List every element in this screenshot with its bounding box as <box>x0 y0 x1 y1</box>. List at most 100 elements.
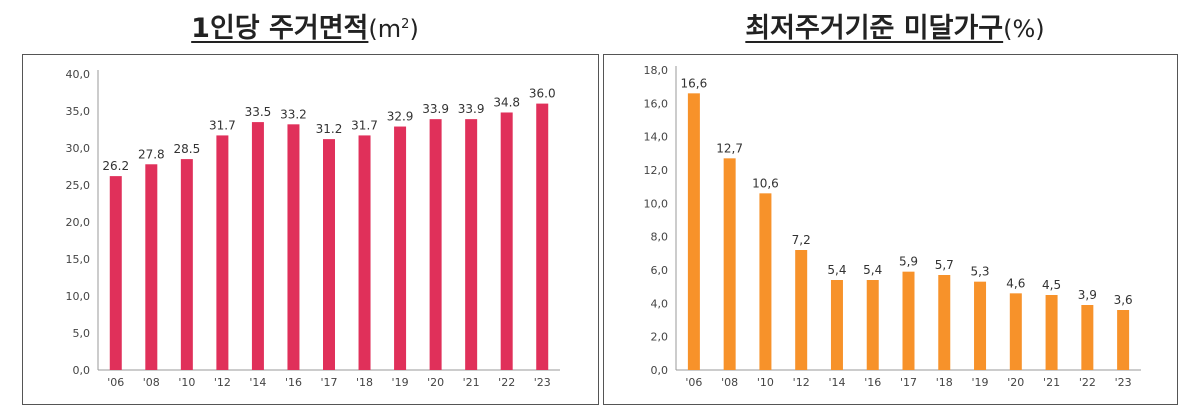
right-chart-data-label: 5,7 <box>935 258 954 272</box>
left-chart-bar <box>536 103 549 370</box>
left-chart-bar <box>358 135 371 370</box>
right-chart-bar <box>1009 293 1022 370</box>
right-chart-data-label: 4,6 <box>1006 276 1025 290</box>
left-chart-data-label: 34.8 <box>493 95 520 109</box>
left-chart-x-tick-label: '20 <box>427 376 444 389</box>
right-chart-title: 최저주거기준 미달가구(%) <box>610 6 1180 50</box>
right-chart-y-tick-label: 0,0 <box>651 364 669 377</box>
left-chart-data-label: 27.8 <box>138 147 165 161</box>
left-chart-y-tick-label: 0,0 <box>73 364 91 377</box>
left-chart-title-text: 1인당 주거면적 <box>191 13 369 44</box>
left-chart-x-tick-label: '14 <box>249 376 266 389</box>
right-chart-title-text: 최저주거기준 미달가구 <box>745 13 1004 44</box>
left-chart-bar <box>500 112 513 371</box>
left-chart-data-label: 33.9 <box>422 102 449 116</box>
right-chart-bar <box>866 280 879 370</box>
left-chart-x-tick-label: '06 <box>107 376 124 389</box>
left-chart-x-tick-label: '16 <box>285 376 302 389</box>
left-chart-title: 1인당 주거면적(m2) <box>20 6 590 50</box>
right-chart-data-label: 5,3 <box>970 265 989 279</box>
right-chart-y-tick-label: 8,0 <box>651 231 669 244</box>
right-chart-data-label: 4,5 <box>1042 278 1061 292</box>
right-chart-x-tick-label: '22 <box>1079 376 1096 389</box>
right-chart-bar <box>723 158 736 370</box>
right-chart-x-tick-label: '16 <box>864 376 881 389</box>
left-chart-y-tick-label: 10,0 <box>66 290 91 303</box>
left-chart-x-tick-label: '23 <box>534 376 551 389</box>
left-chart-data-label: 33.9 <box>458 102 485 116</box>
right-chart-y-tick-label: 2,0 <box>651 331 669 344</box>
right-chart-bar <box>687 93 700 371</box>
left-chart-data-label: 33.5 <box>245 105 272 119</box>
right-chart-frame: 0,0 2,0 4,0 6,0 8,0 10,0 12,0 14,0 16,0 18,0 16,6 '… <box>603 54 1178 405</box>
left-chart-y-tick-label: 25,0 <box>66 179 91 192</box>
right-chart-x-tick-label: '12 <box>793 376 810 389</box>
left-chart-y-tick-label: 40,0 <box>66 68 91 81</box>
right-chart-x-tick-label: '14 <box>828 376 845 389</box>
right-chart-bar <box>938 275 951 370</box>
left-chart-x-tick-label: '10 <box>178 376 195 389</box>
right-chart-x-tick-label: '20 <box>1007 376 1024 389</box>
left-chart-frame: 0,0 5,0 10,0 15,0 20,0 25,0 30,0 35,0 40,0 26.2 '0… <box>22 54 599 405</box>
left-chart-bar <box>180 159 193 370</box>
right-chart-data-label: 7,2 <box>792 233 811 247</box>
left-chart-bar <box>216 135 229 370</box>
right-chart-unit: (%) <box>1003 15 1045 43</box>
right-chart-x-tick-label: '06 <box>685 376 702 389</box>
left-chart-y-tick-label: 35,0 <box>66 105 91 118</box>
right-chart-bar <box>795 250 808 370</box>
right-chart-bar <box>1081 305 1094 370</box>
right-chart-x-tick-label: '08 <box>721 376 738 389</box>
left-chart-bar <box>465 119 478 370</box>
left-chart-x-tick-label: '19 <box>392 376 409 389</box>
right-chart-y-tick-label: 16,0 <box>644 97 669 110</box>
right-chart-x-tick-label: '21 <box>1043 376 1060 389</box>
left-chart-data-label: 31.7 <box>209 118 236 132</box>
left-chart-bar <box>394 126 407 370</box>
left-chart-x-tick-label: '18 <box>356 376 373 389</box>
right-chart-x-tick-label: '10 <box>757 376 774 389</box>
left-chart-y-tick-label: 15,0 <box>66 253 91 266</box>
left-chart-data-label: 36.0 <box>529 87 556 101</box>
right-chart-bar <box>1117 310 1130 370</box>
left-chart-bar <box>429 119 442 370</box>
right-chart-data-label: 5,4 <box>863 263 882 277</box>
left-chart-y-tick-label: 20,0 <box>66 216 91 229</box>
right-chart-data-label: 12,7 <box>716 141 743 155</box>
left-chart-x-tick-label: '21 <box>463 376 480 389</box>
left-chart-data-label: 33.2 <box>280 107 307 121</box>
left-chart-x-tick-label: '08 <box>143 376 160 389</box>
left-chart-data-label: 31.7 <box>351 118 378 132</box>
right-chart-y-tick-label: 18,0 <box>644 64 669 77</box>
left-chart-bar <box>323 139 335 370</box>
right-chart-y-tick-label: 4,0 <box>651 297 669 310</box>
left-chart-bar <box>251 122 264 370</box>
right-chart-y-tick-label: 6,0 <box>651 264 669 277</box>
right-chart-x-tick-label: '23 <box>1115 376 1132 389</box>
right-chart-data-label: 10,6 <box>752 176 779 190</box>
left-bar-chart: 0,0 5,0 10,0 15,0 20,0 25,0 30,0 35,0 40,0 26.2 '0… <box>66 68 560 389</box>
right-chart-data-label: 5,9 <box>899 255 918 269</box>
right-chart-x-tick-label: '19 <box>972 376 989 389</box>
left-chart-data-label: 32.9 <box>387 110 414 124</box>
left-chart-data-label: 28.5 <box>173 142 200 156</box>
right-chart-y-tick-label: 14,0 <box>644 131 669 144</box>
right-chart-data-label: 5,4 <box>827 263 846 277</box>
right-chart-x-tick-label: '17 <box>900 376 917 389</box>
right-chart-data-label: 16,6 <box>681 76 708 90</box>
left-chart-data-label: 26.2 <box>102 159 129 173</box>
right-bar-chart: 0,0 2,0 4,0 6,0 8,0 10,0 12,0 14,0 16,0 18,0 16,6 '… <box>644 64 1141 389</box>
left-chart-y-tick-label: 30,0 <box>66 142 91 155</box>
right-chart-data-label: 3,6 <box>1114 293 1133 307</box>
left-chart-x-tick-label: '22 <box>498 376 515 389</box>
left-chart-x-tick-label: '12 <box>214 376 231 389</box>
right-chart-y-tick-label: 10,0 <box>644 197 669 210</box>
right-chart-y-tick-label: 12,0 <box>644 164 669 177</box>
left-chart-y-tick-label: 5,0 <box>73 327 91 340</box>
left-chart-bar <box>145 164 158 370</box>
left-chart-unit: (m2) <box>368 15 419 43</box>
left-chart-data-label: 31.2 <box>316 122 343 136</box>
left-chart-x-tick-label: '17 <box>320 376 337 389</box>
left-chart-bar <box>109 176 122 370</box>
right-chart-bar <box>1045 295 1058 370</box>
